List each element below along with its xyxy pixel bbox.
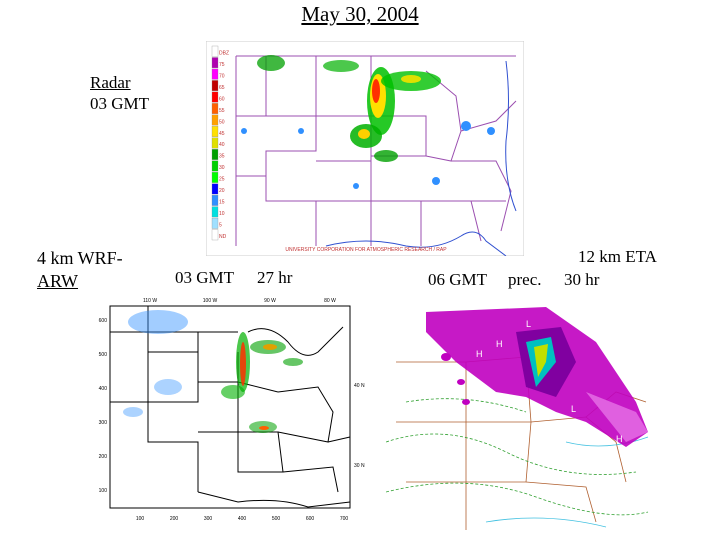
eta-pressure-marker: H [616, 434, 623, 444]
wrf-bottom-tick: 100 [136, 516, 145, 522]
eta-forecast-label: 30 hr [564, 270, 600, 289]
radar-legend-label: 40 [219, 142, 225, 148]
wrf-bottom-tick: 700 [340, 516, 349, 522]
radar-legend-swatch [211, 80, 219, 92]
eta-pressure-marker: L [571, 404, 576, 414]
radar-legend: DBZ 75 70 65 60 55 50 45 40 35 30 25 20 15 10 5 ND [211, 45, 229, 241]
radar-legend-swatch [211, 183, 219, 195]
wrf-bottom-tick: 200 [170, 516, 179, 522]
radar-legend-swatch [211, 160, 219, 172]
radar-legend-swatch [211, 103, 219, 114]
eta-pressure-marker: H [396, 324, 403, 334]
radar-legend-swatch [211, 172, 219, 183]
radar-legend-swatch [211, 229, 219, 241]
wrf-ticks: 110 W 100 W 90 W 80 W 600 500 400 300 200 100 40 N… [99, 298, 365, 522]
radar-legend-label: 10 [219, 211, 225, 217]
wrf-left-tick: 400 [99, 386, 108, 392]
radar-legend-swatch [211, 91, 219, 103]
wrf-forecast-label: 27 hr [257, 268, 293, 287]
radar-legend-label: 55 [219, 108, 225, 114]
wrf-left-tick: 500 [99, 352, 108, 358]
eta-cyan-contours [485, 436, 649, 528]
slide-title: May 30, 2004 [301, 2, 419, 26]
radar-legend-label: 5 [219, 223, 222, 229]
eta-label: 12 km ETA [578, 247, 657, 266]
radar-legend-label: DBZ [219, 50, 229, 56]
radar-legend-swatch [211, 114, 219, 126]
radar-legend-swatch [211, 45, 219, 57]
eta-pressure-marker: L [526, 319, 531, 329]
radar-legend-swatch [211, 194, 219, 206]
wrf-bottom-tick: 500 [272, 516, 281, 522]
eta-time-label: 06 GMT [428, 270, 488, 289]
radar-echoes [241, 55, 495, 189]
wrf-left-tick: 300 [99, 420, 108, 426]
eta-field-label: prec. [508, 270, 542, 289]
radar-legend-label: 35 [219, 154, 225, 160]
radar-legend-label: 15 [219, 200, 225, 206]
wrf-left-tick: 600 [99, 318, 108, 324]
radar-legend-label: 50 [219, 119, 225, 125]
eta-markers: H L H H H L H [396, 319, 623, 444]
radar-legend-label: 70 [219, 73, 225, 79]
wrf-top-tick: 100 W [203, 298, 218, 304]
wrf-bottom-tick: 400 [238, 516, 247, 522]
radar-map: DBZ 75 70 65 60 55 50 45 40 35 30 25 20 15 10 5 ND [206, 41, 524, 256]
wrf-right-tick: 40 N [354, 383, 365, 389]
wrf-state-lines [110, 306, 351, 508]
radar-legend-label: 25 [219, 177, 225, 183]
wrf-precip [123, 310, 303, 433]
radar-legend-label: 75 [219, 62, 225, 68]
radar-legend-label: 45 [219, 131, 225, 137]
wrf-time-label: 03 GMT [175, 268, 235, 287]
wrf-bottom-tick: 300 [204, 516, 213, 522]
wrf-top-tick: 80 W [324, 298, 336, 304]
radar-legend-label: 60 [219, 96, 225, 102]
radar-legend-swatch [211, 126, 219, 137]
wrf-left-tick: 100 [99, 488, 108, 494]
eta-map: H L H H H L H [386, 302, 650, 532]
radar-legend-label: 65 [219, 85, 225, 91]
wrf-top-tick: 90 W [264, 298, 276, 304]
wrf-right-tick: 30 N [354, 463, 365, 469]
radar-time-label: 03 GMT [90, 94, 150, 113]
radar-legend-swatch [211, 68, 219, 80]
radar-legend-label: 20 [219, 188, 225, 194]
wrf-label-line2: ARW [37, 271, 79, 291]
radar-legend-swatch [211, 206, 219, 218]
radar-legend-swatch [211, 149, 219, 160]
eta-pressure-marker: H [476, 349, 483, 359]
radar-legend-swatch [211, 217, 219, 229]
radar-legend-label: 30 [219, 165, 225, 171]
eta-pressure-marker: H [436, 389, 443, 399]
eta-pressure-marker: H [496, 339, 503, 349]
radar-label: Radar [90, 73, 131, 92]
wrf-map: 110 W 100 W 90 W 80 W 600 500 400 300 200 100 40 N… [88, 292, 368, 532]
eta-precip [386, 307, 648, 447]
radar-legend-swatch [211, 137, 219, 149]
wrf-bottom-tick: 600 [306, 516, 315, 522]
radar-legend-label: ND [219, 234, 227, 240]
wrf-label-line1: 4 km WRF- [37, 248, 123, 268]
wrf-top-tick: 110 W [143, 298, 157, 304]
wrf-left-tick: 200 [99, 454, 108, 460]
radar-footer: UNIVERSITY CORPORATION FOR ATMOSPHERIC R… [285, 247, 447, 253]
radar-legend-swatch [211, 57, 219, 69]
